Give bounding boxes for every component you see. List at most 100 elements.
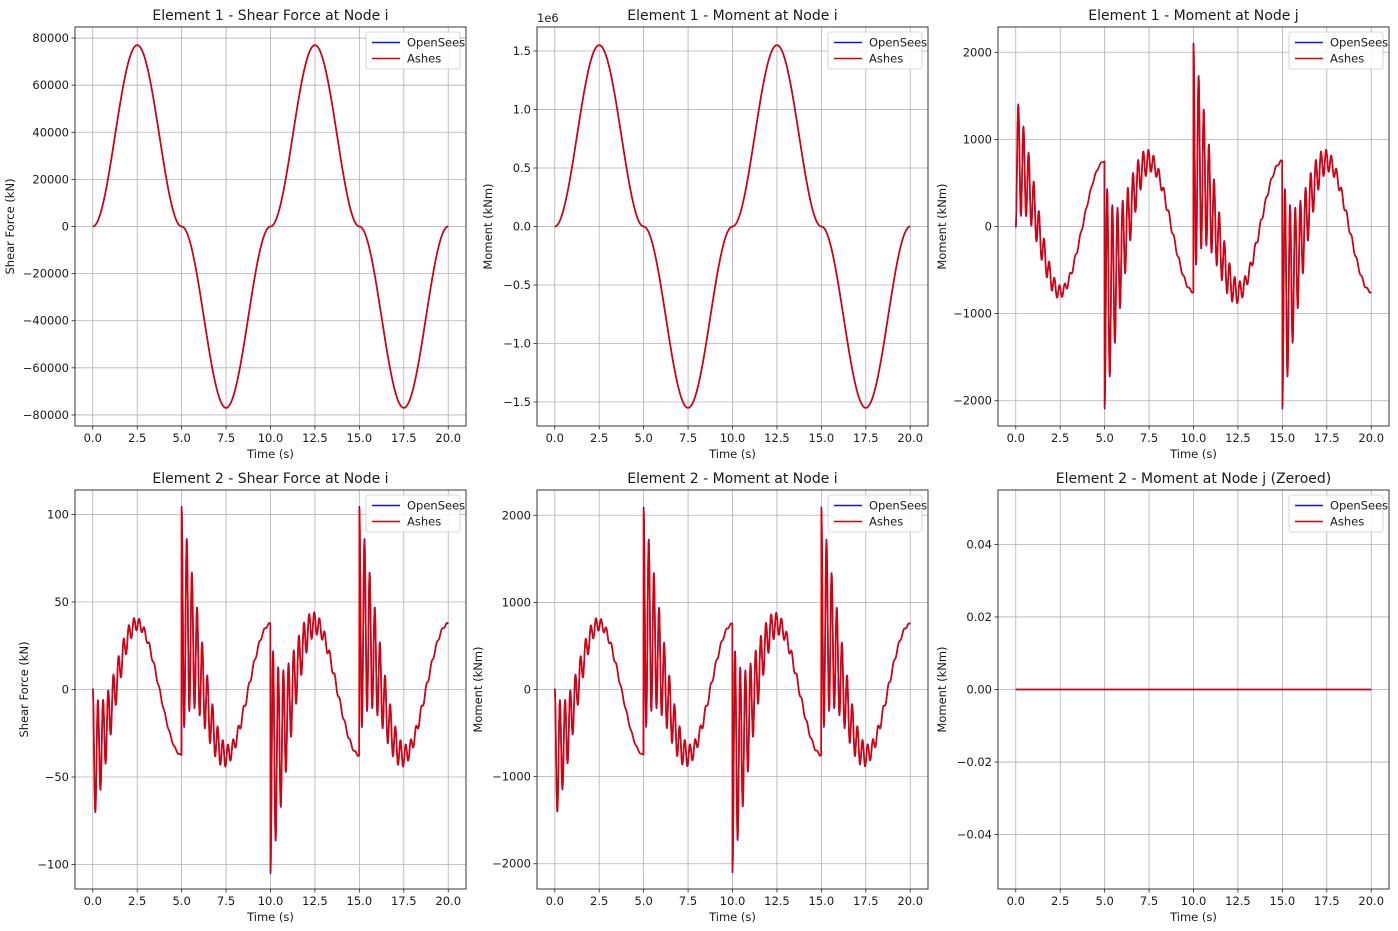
legend-label: Ashes (869, 515, 903, 529)
axes-frame (74, 26, 467, 427)
x-tick-label: 7.5 (217, 894, 235, 908)
x-tick-label: 15.0 (1270, 894, 1296, 908)
x-axis-label: Time (s) (246, 910, 294, 924)
x-tick-label: 17.5 (853, 894, 879, 908)
y-tick-label: 60000 (32, 78, 69, 92)
y-axis-label: Moment (kNm) (471, 646, 485, 732)
y-tick-label: −100 (37, 858, 69, 872)
legend-label: Ashes (1330, 52, 1364, 66)
y-tick-label: −0.04 (957, 828, 992, 842)
y-axis-label: Shear Force (kN) (17, 641, 31, 737)
x-tick-label: 7.5 (679, 431, 697, 445)
y-tick-label: −1000 (953, 307, 992, 321)
x-tick-label: 20.0 (897, 894, 923, 908)
x-tick-label: 7.5 (1140, 431, 1158, 445)
x-tick-label: 20.0 (1358, 894, 1384, 908)
series-group (1014, 42, 1372, 410)
x-tick-label: 12.5 (302, 431, 328, 445)
y-tick-label: −0.5 (503, 278, 531, 292)
x-tick-label: 2.5 (1051, 894, 1069, 908)
legend: OpenSees Ashes (827, 494, 927, 533)
legend-label: OpenSees (407, 499, 465, 513)
x-tick-label: 17.5 (853, 431, 879, 445)
y-tick-label: −0.02 (957, 755, 992, 769)
series-group (91, 505, 449, 875)
x-tick-label: 10.0 (1181, 431, 1207, 445)
x-tick-label: 15.0 (1270, 431, 1296, 445)
x-tick-label: 12.5 (764, 894, 790, 908)
subplot-2: 0.0 2.5 5.0 7.5 10.0 12.5 15.0 17.5 20.0 −1.5 −1.0… (481, 8, 929, 461)
y-axis-label: Moment (kNm) (935, 183, 949, 269)
y-tick-label: 0 (62, 220, 69, 234)
legend-label: OpenSees (1330, 499, 1388, 513)
y-tick-label: 2000 (502, 508, 531, 522)
legend: OpenSees Ashes (365, 31, 465, 70)
y-tick-label: −1.0 (503, 337, 531, 351)
y-axis-label: Shear Force (kN) (3, 178, 17, 274)
x-tick-label: 20.0 (435, 431, 461, 445)
y-tick-label: 0.00 (966, 683, 992, 697)
chart-title: Element 2 - Moment at Node i (627, 471, 837, 487)
x-tick-label: 10.0 (1181, 894, 1207, 908)
series-line-ashes (554, 44, 911, 409)
subplot-1: 0.0 2.5 5.0 7.5 10.0 12.5 15.0 17.5 20.0 −80000 −6… (3, 8, 467, 461)
legend-box (827, 31, 923, 70)
subplot-3: 0.0 2.5 5.0 7.5 10.0 12.5 15.0 17.5 20.0 −2000 −10… (935, 8, 1390, 461)
legend: OpenSees Ashes (827, 31, 927, 70)
x-tick-label: 2.5 (128, 894, 146, 908)
y-tick-label: 2000 (963, 45, 992, 59)
legend: OpenSees Ashes (1288, 31, 1388, 70)
y-tick-label: −1.5 (503, 395, 531, 409)
x-tick-label: 12.5 (1225, 894, 1251, 908)
axes-frame (997, 26, 1390, 427)
axes-frame (74, 489, 467, 890)
series-line-ashes (1014, 44, 1372, 408)
legend-box (827, 494, 923, 533)
series-group (92, 44, 449, 409)
x-tick-label: 20.0 (897, 431, 923, 445)
legend-label: Ashes (407, 515, 441, 529)
x-tick-label: 12.5 (764, 431, 790, 445)
legend-label: OpenSees (1330, 36, 1388, 50)
subplot-6: 0.0 2.5 5.0 7.5 10.0 12.5 15.0 17.5 20.0 −0.04 −0.… (935, 471, 1390, 924)
chart-title: Element 1 - Moment at Node j (1088, 8, 1298, 24)
y-tick-label: −2000 (492, 857, 531, 871)
axes-frame (536, 489, 929, 890)
y-tick-label: −20000 (23, 267, 69, 281)
y-tick-label: 0.0 (513, 220, 531, 234)
series-group (554, 44, 911, 409)
legend-label: Ashes (407, 52, 441, 66)
legend: OpenSees Ashes (365, 494, 465, 533)
legend-label: Ashes (1330, 515, 1364, 529)
legend-box (365, 494, 461, 533)
x-tick-label: 10.0 (720, 894, 746, 908)
axes-frame (536, 26, 929, 427)
chart-title: Element 1 - Shear Force at Node i (152, 8, 388, 24)
legend-label: OpenSees (869, 499, 927, 513)
x-tick-label: 5.0 (1095, 894, 1113, 908)
x-tick-label: 2.5 (590, 431, 608, 445)
y-tick-label: 1.0 (513, 102, 531, 116)
y-tick-label: 0.04 (966, 537, 992, 551)
x-tick-label: 0.0 (546, 431, 564, 445)
x-tick-label: 17.5 (1314, 894, 1340, 908)
y-tick-label: −2000 (953, 394, 992, 408)
legend-label: OpenSees (869, 36, 927, 50)
subplot-5: 0.0 2.5 5.0 7.5 10.0 12.5 15.0 17.5 20.0 −2000 −10… (471, 471, 929, 924)
x-tick-label: 15.0 (809, 894, 835, 908)
y-tick-label: 0.5 (513, 161, 531, 175)
x-tick-label: 7.5 (679, 894, 697, 908)
x-tick-label: 0.0 (546, 894, 564, 908)
x-tick-label: 12.5 (1225, 431, 1251, 445)
y-tick-label: 100 (47, 508, 69, 522)
x-tick-label: 12.5 (302, 894, 328, 908)
series-group (553, 506, 911, 874)
x-axis-label: Time (s) (1169, 447, 1217, 461)
y-tick-label: 0 (524, 683, 531, 697)
x-tick-label: 2.5 (128, 431, 146, 445)
x-axis-label: Time (s) (708, 447, 756, 461)
y-tick-label: −40000 (23, 314, 69, 328)
y-tick-label: 1000 (502, 595, 531, 609)
y-tick-label: −60000 (23, 361, 69, 375)
